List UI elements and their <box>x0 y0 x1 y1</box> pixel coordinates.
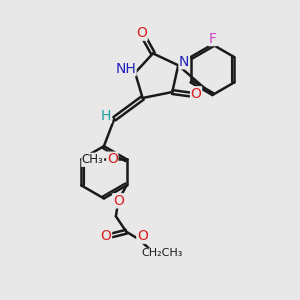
Text: O: O <box>100 229 112 243</box>
Text: CH₂CH₃: CH₂CH₃ <box>142 248 183 258</box>
Text: CH₃: CH₃ <box>82 153 104 166</box>
Text: F: F <box>208 32 216 46</box>
Text: O: O <box>137 229 148 243</box>
Text: O: O <box>107 152 118 166</box>
Text: H: H <box>101 109 112 123</box>
Text: NH: NH <box>115 61 136 76</box>
Text: O: O <box>190 87 202 101</box>
Text: O: O <box>113 194 124 208</box>
Text: O: O <box>136 26 147 40</box>
Text: N: N <box>179 55 189 69</box>
